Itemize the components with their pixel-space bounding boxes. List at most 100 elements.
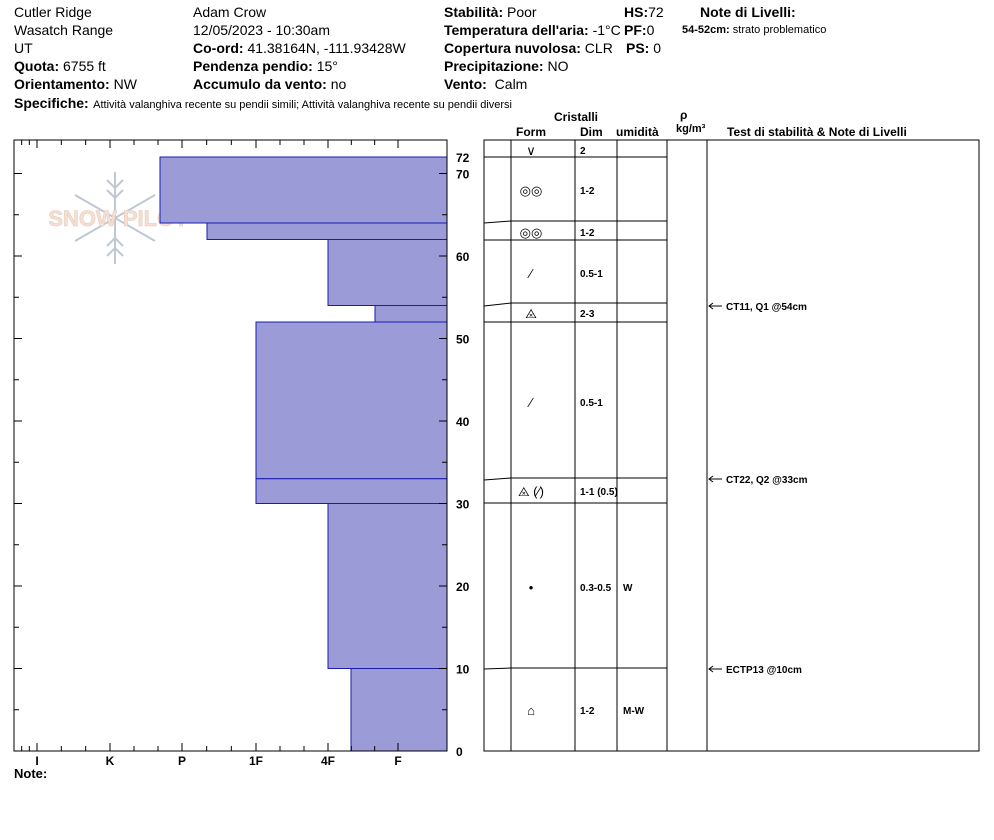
wind-loading-row: Accumulo da vento: no (193, 76, 346, 92)
stability-value: Poor (507, 4, 537, 20)
hardness-layer (350, 668, 448, 752)
stability-row: Stabilità: Poor (444, 4, 537, 20)
specifics-value: Attività valanghiva recente su pendii si… (93, 99, 512, 111)
crystal-form-symbol: ⨻ (∕) (518, 484, 544, 499)
layer-notes-title: Note di Livelli: (700, 4, 796, 20)
crystal-form-symbol: • (529, 580, 534, 595)
ps-row: PS: 0 (626, 40, 661, 56)
table-depth-connector (483, 477, 512, 481)
wind-loading-label: Accumulo da vento: (193, 76, 327, 92)
stability-test-label: CT22, Q2 @33cm (726, 475, 808, 486)
coords-label: Co-ord: (193, 40, 244, 56)
slope-row: Pendenza pendio: 15° (193, 58, 338, 74)
observer-name: Adam Crow (193, 4, 267, 20)
crystal-form-symbol: ∨ (526, 143, 536, 158)
cloud-row: Copertura nuvolosa: CLR (444, 40, 613, 56)
table-depth-connector (483, 667, 512, 670)
crystal-size: 1-2 (580, 228, 595, 239)
precip-value: NO (547, 58, 569, 74)
hardness-tick-label: K (106, 754, 115, 768)
layer-note-text: strato problematico (732, 24, 827, 36)
arrow-head-icon (708, 665, 714, 673)
crystal-size: 0.3-0.5 (580, 583, 612, 594)
wind-loading-value: no (330, 76, 347, 92)
depth-tick-label: 40 (456, 415, 470, 429)
stability-test-label: ECTP13 @10cm (726, 665, 802, 676)
stratigraphy-table: ∨ 2 ◎◎ 1-2 ◎◎ 1-2 ∕ 0.5-1 ⨻ 2-3 ∕ 0.5-1 ⨻ (∕) 1-1 (0.… (483, 139, 980, 752)
aspect-label: Orientamento: (14, 76, 110, 92)
aspect-row: Orientamento: NW (14, 76, 137, 92)
depth-tick-label: 70 (456, 168, 470, 182)
air-temp-label: Temperatura dell'aria: (444, 22, 589, 38)
crystal-size: 0.5-1 (580, 398, 603, 409)
cloud-value: CLR (584, 40, 613, 56)
crystal-form-symbol: ∕ (527, 395, 534, 410)
crystal-size: 2-3 (580, 309, 595, 320)
table-depth-connector (483, 220, 512, 224)
wind-label: Vento: (444, 76, 487, 92)
elevation-value: 6755 ft (63, 58, 106, 74)
hardness-tick-label: P (178, 754, 186, 768)
hs-row: HS:72 (624, 4, 664, 20)
crystal-form-symbol: ⨻ (525, 306, 537, 321)
state-name: UT (14, 40, 33, 56)
stability-label: Stabilità: (444, 4, 504, 20)
hardness-tick-label: 1F (249, 754, 263, 768)
moisture-value: M-W (623, 706, 645, 717)
profile-axes: 72 70 60 50 40 30 20 10 0 I K P 1F 4F F (14, 140, 470, 768)
ps-value: 0 (653, 40, 662, 56)
hardness-tick-label: 4F (321, 754, 335, 768)
stability-test-label: CT11, Q1 @54cm (726, 302, 807, 313)
layer-note-row: 54-52cm: strato problematico (682, 24, 826, 36)
hardness-layer (327, 503, 448, 669)
hardness-tick-label: F (394, 754, 401, 768)
pf-value: 0 (646, 22, 655, 38)
hardness-tick-label: I (35, 754, 38, 768)
elevation-label: Quota: (14, 58, 60, 74)
crystals-header: Cristalli (554, 110, 599, 124)
depth-tick-label: 60 (456, 250, 470, 264)
depth-tick-label: 72 (456, 151, 470, 165)
profile-frame (13, 139, 448, 752)
coords-row: Co-ord: 41.38164N, -111.93428W (193, 40, 406, 56)
crystal-form-symbol: ∕ (527, 266, 534, 281)
table-depth-connector (483, 302, 512, 307)
air-temp-value: -1°C (592, 22, 621, 38)
crystal-form-symbol: ◎◎ (520, 183, 543, 198)
ps-label: PS: (626, 40, 650, 56)
depth-tick-label: 20 (456, 580, 470, 594)
range-name: Wasatch Range (14, 22, 114, 38)
density-unit-header: kg/m³ (676, 123, 706, 135)
hs-value: 72 (648, 4, 664, 20)
specifics-label: Specifiche: (14, 95, 89, 111)
precip-row: Precipitazione: NO (444, 58, 568, 74)
depth-tick-label: 0 (456, 745, 463, 759)
wind-value: Calm (494, 76, 528, 92)
snowflake-icon (74, 172, 156, 264)
moisture-header: umidità (616, 125, 659, 139)
slope-value: 15° (316, 58, 338, 74)
tests-header: Test di stabilità & Note di Livelli (727, 125, 907, 139)
form-header: Form (516, 125, 546, 139)
air-temp-row: Temperatura dell'aria: -1°C (444, 22, 621, 38)
arrow-head-icon (708, 302, 714, 310)
crystal-size: 0.5-1 (580, 269, 603, 280)
size-header: Dim (580, 125, 603, 139)
crystal-size: 2 (580, 146, 586, 157)
layer-note-depth: 54-52cm: (682, 24, 730, 36)
pf-row: PF:0 (624, 22, 654, 38)
crystal-size: 1-1 (0.5) (580, 487, 618, 498)
depth-tick-label: 30 (456, 498, 470, 512)
coords-value: 41.38164N, -111.93428W (247, 40, 406, 56)
rho-header: ρ (680, 108, 688, 122)
hardness-layer (255, 321, 448, 480)
cloud-label: Copertura nuvolosa: (444, 40, 581, 56)
elevation-row: Quota: 6755 ft (14, 58, 106, 74)
crystal-size: 1-2 (580, 706, 595, 717)
slope-label: Pendenza pendio: (193, 58, 313, 74)
hardness-layer (374, 305, 448, 323)
hardness-layer (159, 156, 448, 224)
arrow-head-icon (708, 475, 714, 483)
specifics-row: Specifiche: Attività valanghiva recente … (14, 95, 512, 113)
hs-label: HS: (624, 4, 649, 20)
